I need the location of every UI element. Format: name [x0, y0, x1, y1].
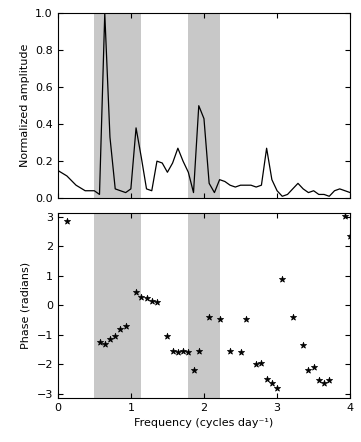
Point: [264, 375, 270, 382]
Point: [175, 349, 181, 356]
Point: [97, 339, 103, 346]
Y-axis label: Phase (radians): Phase (radians): [21, 262, 31, 349]
Point: [217, 315, 222, 322]
Point: [191, 366, 196, 373]
Point: [118, 325, 123, 332]
Point: [326, 377, 332, 384]
Bar: [94, 13, 121, 198]
Point: [227, 347, 233, 354]
Point: [112, 333, 118, 340]
Point: [321, 380, 327, 387]
Point: [274, 384, 280, 391]
Point: [258, 359, 264, 366]
Y-axis label: Normalized amplitude: Normalized amplitude: [19, 44, 30, 168]
Point: [186, 349, 191, 356]
Point: [316, 377, 322, 384]
Point: [206, 314, 212, 321]
Point: [102, 340, 108, 347]
Bar: [121, 213, 141, 398]
Point: [347, 232, 353, 240]
Point: [138, 293, 144, 300]
Point: [133, 289, 139, 296]
Point: [64, 218, 70, 225]
Point: [154, 299, 160, 306]
Point: [149, 297, 155, 305]
Point: [253, 361, 259, 368]
Point: [311, 364, 317, 371]
Point: [170, 347, 175, 354]
Point: [279, 275, 285, 282]
Bar: [94, 213, 121, 398]
Point: [144, 294, 149, 301]
Point: [107, 335, 113, 343]
Point: [196, 347, 202, 354]
Bar: [121, 13, 141, 198]
Point: [165, 333, 170, 340]
Bar: [188, 213, 219, 398]
Point: [305, 366, 311, 373]
Bar: [188, 13, 219, 198]
Point: [243, 315, 249, 322]
Point: [269, 380, 275, 387]
Point: [180, 347, 186, 354]
Point: [342, 212, 348, 219]
Point: [238, 349, 243, 356]
X-axis label: Frequency (cycles day⁻¹): Frequency (cycles day⁻¹): [134, 418, 274, 428]
Point: [300, 342, 306, 349]
Point: [123, 322, 129, 329]
Point: [290, 314, 296, 321]
